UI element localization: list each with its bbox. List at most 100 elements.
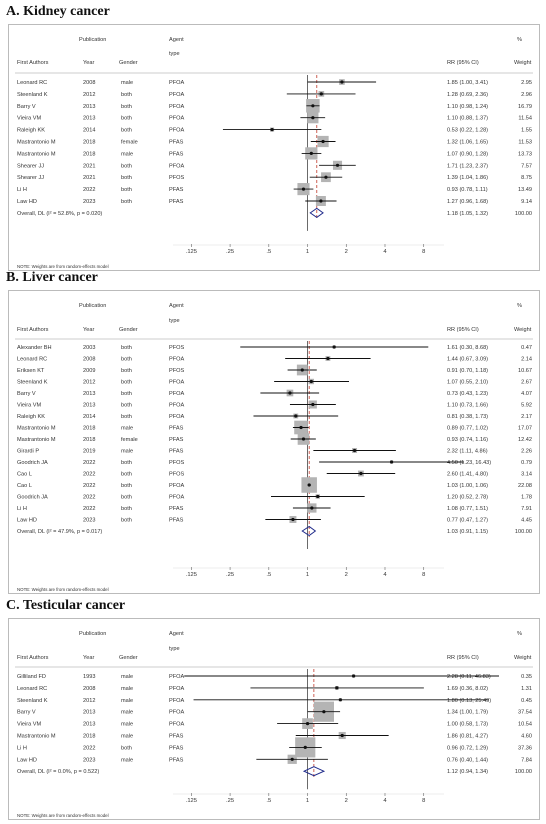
- point-estimate: [294, 414, 298, 418]
- study-rr-ci: 1.71 (1.23, 2.37): [447, 163, 488, 169]
- study-author: Mastrantonio M: [17, 151, 56, 157]
- header-gender: Gender: [119, 327, 138, 333]
- study-agent: PFOS: [169, 345, 184, 351]
- study-author: Leonard RC: [17, 357, 47, 363]
- study-agent: PFOA: [169, 686, 184, 692]
- study-gender: male: [121, 426, 133, 432]
- study-gender: both: [121, 506, 132, 512]
- study-rr-ci: 0.91 (0.70, 1.18): [447, 368, 488, 374]
- study-year: 2013: [83, 710, 95, 716]
- study-rr-ci: 0.89 (0.77, 1.02): [447, 426, 488, 432]
- forest-plot-liver-svg: Publication Agent % First Authors Year Gender…: [15, 303, 533, 592]
- x-tick-label: 4: [383, 798, 387, 804]
- x-tick-label: 8: [422, 798, 425, 804]
- study-weight: 11.53: [518, 140, 532, 146]
- forest-plot-liver: Publication Agent% First Authors Year Gender…: [8, 290, 540, 594]
- study-weight: 17.07: [518, 426, 532, 432]
- study-gender: male: [121, 757, 133, 763]
- study-year: 2014: [83, 128, 95, 134]
- study-gender: male: [121, 722, 133, 728]
- study-year: 2008: [83, 357, 95, 363]
- study-rr-ci: 0.81 (0.38, 1.73): [447, 414, 488, 420]
- study-weight: 7.57: [521, 163, 532, 169]
- forest-plot-kidney: Publication Agent% First Authors Year Gender…: [8, 24, 540, 271]
- study-gender: both: [121, 472, 132, 478]
- study-gender: male: [121, 710, 133, 716]
- study-rr-ci: 1.61 (0.30, 8.68): [447, 345, 488, 351]
- header-percent: %: [517, 303, 522, 309]
- study-year: 2022: [83, 472, 95, 478]
- forest-plot-testicular: Publication Agent% First Authors Year Gender…: [8, 618, 540, 820]
- study-agent: PFOA: [169, 722, 184, 728]
- study-gender: both: [121, 483, 132, 489]
- study-author: Raleigh KK: [17, 414, 45, 420]
- study-gender: male: [121, 674, 133, 680]
- study-gender: female: [121, 437, 138, 443]
- study-agent: PFOA: [169, 128, 184, 134]
- study-rr-ci: 0.53 (0.22, 1.28): [447, 128, 488, 134]
- study-year: 2022: [83, 495, 95, 501]
- point-estimate: [311, 116, 315, 120]
- study-gender: both: [121, 92, 132, 98]
- study-year: 2013: [83, 116, 95, 122]
- study-author: Mastrantonio M: [17, 426, 56, 432]
- study-year: 2021: [83, 163, 95, 169]
- study-agent: PFOA: [169, 698, 184, 704]
- point-estimate: [309, 379, 313, 384]
- study-year: 2008: [83, 80, 95, 86]
- study-author: Barry V: [17, 104, 36, 110]
- study-year: 2022: [83, 745, 95, 751]
- study-agent: PFOA: [169, 674, 184, 680]
- study-weight: 4.60: [521, 734, 532, 740]
- study-author: Leonard RC: [17, 80, 47, 86]
- study-weight: 3.14: [521, 472, 532, 478]
- study-year: 2018: [83, 734, 95, 740]
- weights-note: NOTE: Weights are from random-effects mo…: [17, 264, 109, 269]
- study-weight: 2.17: [521, 414, 532, 420]
- study-author: Law HD: [17, 518, 37, 524]
- study-year: 2023: [83, 518, 95, 524]
- study-gender: both: [121, 187, 132, 193]
- point-estimate: [311, 104, 315, 108]
- overall-weight: 100.00: [515, 769, 532, 775]
- study-agent: PFOS: [169, 368, 184, 374]
- point-estimate: [307, 483, 311, 487]
- study-author: Mastrantonio M: [17, 437, 56, 443]
- x-tick-label: 8: [422, 572, 425, 578]
- study-rr-ci: 1.28 (0.69, 2.36): [447, 92, 488, 98]
- study-agent: PFAS: [169, 437, 184, 443]
- study-rr-ci: 1.07 (0.90, 1.28): [447, 151, 488, 157]
- study-weight: 10.54: [518, 722, 532, 728]
- x-tick-label: 2: [345, 798, 348, 804]
- header-agent: Agent: [169, 303, 184, 309]
- study-weight: 1.31: [521, 686, 532, 692]
- study-agent: PFOA: [169, 380, 184, 386]
- point-estimate: [335, 163, 340, 167]
- study-gender: both: [121, 391, 132, 397]
- study-author: Shearer JJ: [17, 163, 44, 169]
- study-rr-ci: 1.10 (0.98, 1.24): [447, 104, 488, 110]
- study-agent: PFOS: [169, 460, 184, 466]
- study-author: Goodrich JA: [17, 495, 48, 501]
- panel-title-liver: B. Liver cancer: [6, 270, 98, 285]
- overall-rr-ci: 1.18 (1.05, 1.32): [447, 211, 488, 217]
- point-estimate: [288, 391, 292, 395]
- x-tick-label: .25: [226, 798, 234, 804]
- study-author: Eriksen KT: [17, 368, 45, 374]
- x-tick-label: .125: [186, 572, 197, 578]
- study-gender: both: [121, 357, 132, 363]
- study-year: 2023: [83, 757, 95, 763]
- study-weight: 12.42: [518, 437, 532, 443]
- point-estimate: [305, 722, 310, 726]
- study-rr-ci: 1.34 (1.00, 1.79): [447, 710, 488, 716]
- study-rr-ci: 1.00 (0.58, 1.73): [447, 722, 488, 728]
- point-estimate: [310, 506, 314, 510]
- header-first-authors: First Authors: [17, 655, 49, 661]
- study-rr-ci: 1.86 (0.81, 4.27): [447, 734, 488, 740]
- study-author: Law HD: [17, 199, 37, 205]
- study-year: 2022: [83, 483, 95, 489]
- study-gender: both: [121, 414, 132, 420]
- study-author: Steenland K: [17, 380, 48, 386]
- x-tick-label: .25: [226, 249, 234, 255]
- study-weight: 13.49: [518, 187, 532, 193]
